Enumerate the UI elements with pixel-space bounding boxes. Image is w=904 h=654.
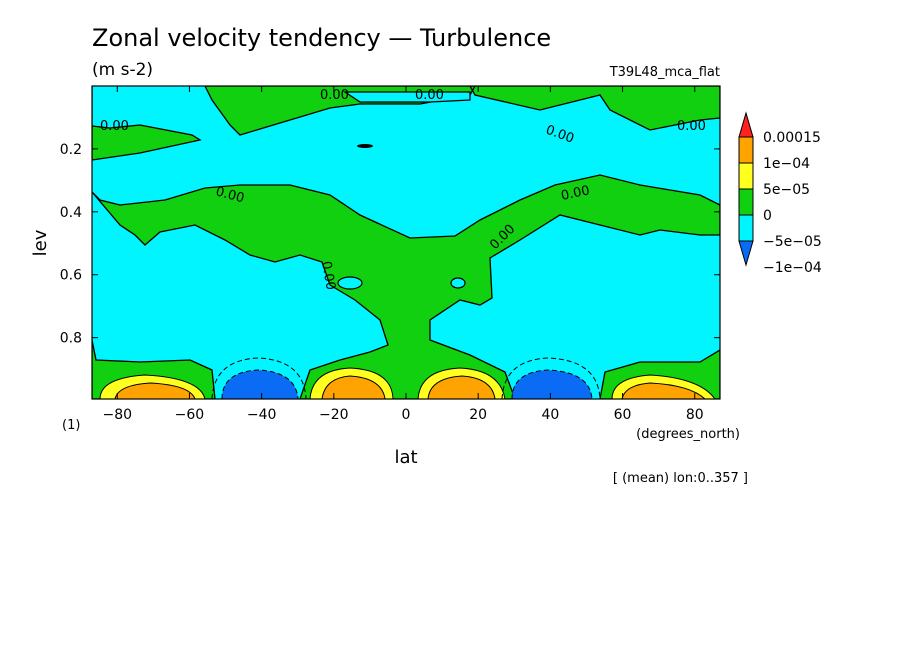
- y-axis-label: lev: [30, 229, 51, 256]
- contour-label: 0.00: [560, 183, 591, 204]
- contour-label: 0.00: [100, 119, 129, 134]
- x-tick-label: 40: [541, 407, 559, 423]
- colorbar-box: [738, 162, 754, 190]
- colorbar-label: 0: [763, 208, 772, 224]
- colorbar-label: −1e−04: [763, 260, 822, 276]
- field-island-left: [337, 276, 363, 290]
- field-island-right: [450, 277, 466, 289]
- colorbar-label: 0.00015: [763, 130, 821, 146]
- y-tick-label: 0.8: [60, 331, 82, 347]
- x-tick-label: −60: [175, 407, 205, 423]
- colorbar-box: [738, 188, 754, 216]
- y-tick-label: 0.2: [60, 142, 82, 158]
- field-top-band-left: [92, 86, 202, 161]
- x-tick-label: −80: [102, 407, 132, 423]
- plot-area: [92, 86, 720, 399]
- x-tick-label: 20: [469, 407, 487, 423]
- y-tick-label: 0.4: [60, 205, 82, 221]
- y-tick-label: 0.6: [60, 268, 82, 284]
- units-label: (m s-2): [92, 60, 153, 80]
- panel-label: (1): [62, 418, 80, 433]
- contour-label: 0.00: [320, 88, 349, 103]
- contour-label: 0.00: [318, 260, 338, 291]
- x-unit-label: (degrees_north): [636, 427, 740, 442]
- x-tick-label: 0: [402, 407, 411, 423]
- mean-note: [ (mean) lon:0..357 ]: [613, 471, 748, 486]
- colorbar-box: [738, 136, 754, 164]
- colorbar-label: 5e−05: [763, 182, 810, 198]
- colorbar-label: 1e−04: [763, 156, 810, 172]
- x-tick-label: 80: [686, 407, 704, 423]
- surface-cells: [99, 357, 716, 399]
- colorbar-box: [738, 214, 754, 242]
- colorbar: 0.00015 1e−04 5e−05 0 −5e−05 −1e−04: [738, 111, 822, 276]
- field-top-band: [204, 86, 720, 136]
- colorbar-top-arrow: [738, 111, 754, 138]
- field-small-mark: [357, 144, 373, 148]
- colorbar-bottom-arrow: [738, 240, 754, 267]
- colorbar-label: −5e−05: [763, 234, 822, 250]
- x-tick-label: −40: [247, 407, 277, 423]
- contour-label: 0.00: [415, 88, 444, 103]
- field-top-band-hole: [342, 91, 471, 103]
- contour-label: 0.00: [214, 184, 246, 206]
- run-label: T39L48_mca_flat: [609, 65, 720, 80]
- y-axis: 0.2 0.4 0.6 0.8: [60, 142, 720, 347]
- contour-label: 0.00: [677, 119, 706, 134]
- x-tick-label: 60: [614, 407, 632, 423]
- chart-title: Zonal velocity tendency — Turbulence: [92, 24, 551, 52]
- x-axis: −80 −60 −40 −20 0 20 40 60 80: [102, 86, 704, 423]
- x-tick-label: −20: [319, 407, 349, 423]
- field-mid-green: [92, 174, 720, 399]
- x-axis-label: lat: [394, 447, 417, 468]
